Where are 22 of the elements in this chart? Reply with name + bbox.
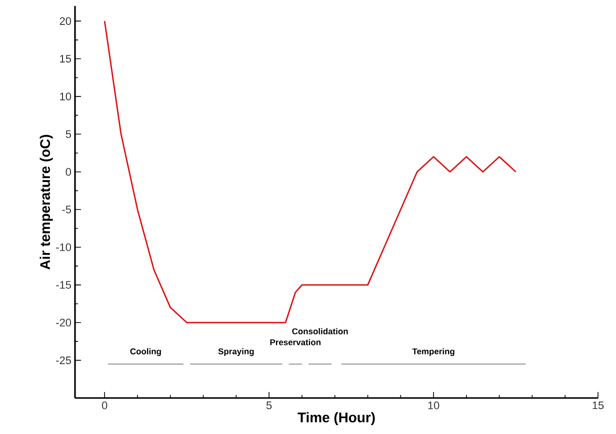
- annotation: Preservation: [270, 339, 320, 346]
- y-tick-label: -25: [56, 356, 72, 364]
- y-tick-label: 20: [60, 17, 72, 25]
- y-tick-label: 15: [60, 54, 72, 63]
- y-axis-title: Air temperature (oC): [40, 134, 53, 270]
- y-tick-label: 0: [66, 168, 72, 176]
- x-tick-label: 0: [102, 402, 108, 410]
- x-tick-label: 15: [592, 402, 604, 410]
- y-tick-label: -5: [62, 206, 72, 214]
- y-tick-label: 5: [66, 130, 72, 138]
- x-tick-label: 5: [266, 402, 272, 410]
- x-tick-label: 10: [428, 402, 440, 410]
- y-tick-label: -15: [56, 281, 72, 289]
- x-axis-title: Time (Hour): [298, 412, 375, 426]
- y-tick-label: -10: [56, 243, 72, 252]
- annotation: Tempering: [412, 348, 454, 356]
- line-series: [104, 20, 516, 324]
- annotation: Consolidation: [292, 328, 348, 334]
- y-tick-label: 10: [60, 92, 72, 100]
- annotation: Cooling: [130, 348, 161, 356]
- annotation: Spraying: [218, 348, 254, 356]
- y-tick-label: -20: [56, 318, 72, 326]
